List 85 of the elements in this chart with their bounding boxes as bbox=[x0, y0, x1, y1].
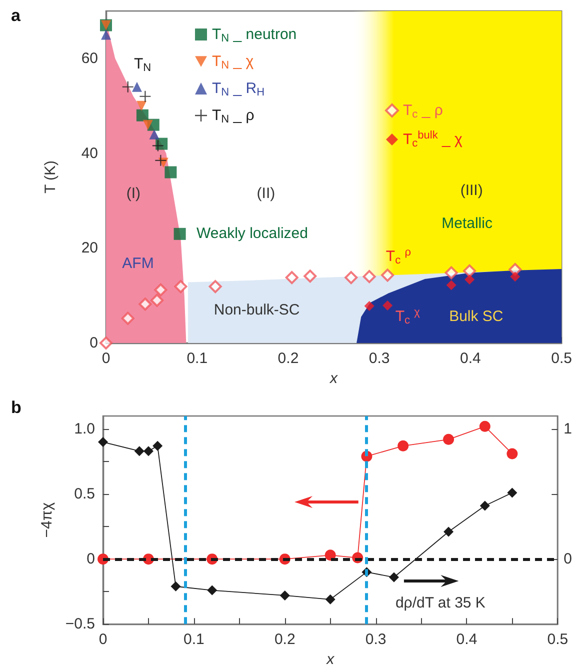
y-tick-label: 60 bbox=[81, 50, 98, 67]
chart-title: b bbox=[11, 398, 22, 417]
point bbox=[463, 264, 476, 278]
point bbox=[136, 109, 148, 122]
point bbox=[382, 300, 393, 311]
point bbox=[155, 154, 166, 166]
point bbox=[174, 228, 186, 240]
x-tick-label: 0.2 bbox=[278, 350, 299, 367]
y-axis-title: −4πχ bbox=[38, 502, 56, 538]
x-axis-title: x bbox=[326, 651, 335, 668]
point bbox=[443, 434, 454, 445]
point bbox=[164, 166, 177, 178]
x-tick-label: 0.5 bbox=[551, 350, 572, 367]
point bbox=[479, 420, 490, 432]
point bbox=[142, 120, 153, 130]
y2-tick-label: 0 bbox=[564, 550, 572, 568]
point bbox=[149, 129, 160, 140]
y-tick-label: 40 bbox=[81, 144, 98, 162]
point bbox=[444, 526, 454, 537]
x-tick-label: 0 bbox=[102, 350, 110, 367]
point bbox=[444, 266, 458, 280]
point bbox=[174, 280, 188, 294]
annotation: Weakly localized bbox=[196, 224, 308, 242]
point bbox=[280, 590, 290, 600]
annotation: (I) bbox=[126, 185, 141, 202]
x-tick-label: 0.3 bbox=[368, 350, 390, 367]
annotation: (III) bbox=[460, 182, 483, 199]
point bbox=[325, 594, 336, 604]
x-tick-label: 0.5 bbox=[547, 631, 568, 648]
x-tick-label: 0.4 bbox=[456, 631, 478, 648]
chart-title: a bbox=[11, 6, 21, 25]
point bbox=[364, 301, 374, 312]
point bbox=[208, 280, 222, 294]
point bbox=[101, 30, 111, 40]
point bbox=[480, 500, 490, 511]
point bbox=[143, 446, 154, 456]
x-axis-title: x bbox=[329, 370, 338, 387]
y-tick-label: 0 bbox=[90, 334, 98, 352]
point bbox=[464, 274, 475, 284]
annotation: Metallic bbox=[442, 214, 493, 232]
y-tick-label: 0 bbox=[86, 550, 95, 568]
point bbox=[98, 437, 108, 448]
point bbox=[138, 298, 152, 311]
point bbox=[207, 585, 218, 596]
annotation: (II) bbox=[256, 185, 276, 202]
y-tick-label: 1.0 bbox=[74, 420, 95, 438]
y2-axis-title: dρ/dT at 35 K bbox=[395, 594, 486, 612]
point bbox=[140, 90, 151, 102]
point bbox=[154, 283, 168, 296]
y-axis-title: T (K) bbox=[42, 160, 59, 194]
point bbox=[362, 270, 376, 284]
x-tick-label: 0.4 bbox=[460, 350, 481, 367]
point bbox=[381, 268, 394, 282]
point bbox=[134, 446, 144, 456]
point bbox=[446, 280, 456, 290]
point bbox=[152, 440, 163, 451]
point bbox=[121, 312, 134, 325]
point bbox=[344, 271, 358, 284]
annotation: AFM bbox=[122, 254, 154, 272]
x-tick-label: 0.1 bbox=[184, 631, 204, 648]
annotation: Non-bulk-SC bbox=[214, 301, 300, 318]
annotation: Bulk SC bbox=[449, 308, 504, 325]
x-tick-label: 0.3 bbox=[365, 631, 386, 648]
point bbox=[506, 448, 518, 460]
y-tick-label: −0.5 bbox=[65, 616, 95, 633]
x-tick-label: 0.2 bbox=[274, 631, 296, 648]
point bbox=[398, 440, 409, 452]
point bbox=[152, 140, 164, 152]
point bbox=[324, 550, 336, 561]
point bbox=[388, 572, 399, 582]
x-tick-label: 0.1 bbox=[186, 350, 208, 367]
point bbox=[508, 262, 522, 276]
point bbox=[507, 488, 518, 498]
point bbox=[285, 271, 298, 284]
y-tick-label: 20 bbox=[81, 240, 98, 257]
point bbox=[136, 100, 147, 111]
point bbox=[510, 272, 520, 282]
point bbox=[132, 82, 142, 92]
point bbox=[122, 81, 134, 92]
y-tick-label: 0.5 bbox=[74, 486, 95, 503]
point bbox=[170, 581, 181, 592]
y2-tick-label: 1 bbox=[564, 420, 572, 438]
point bbox=[150, 294, 164, 307]
point bbox=[304, 270, 317, 283]
point bbox=[100, 336, 112, 350]
